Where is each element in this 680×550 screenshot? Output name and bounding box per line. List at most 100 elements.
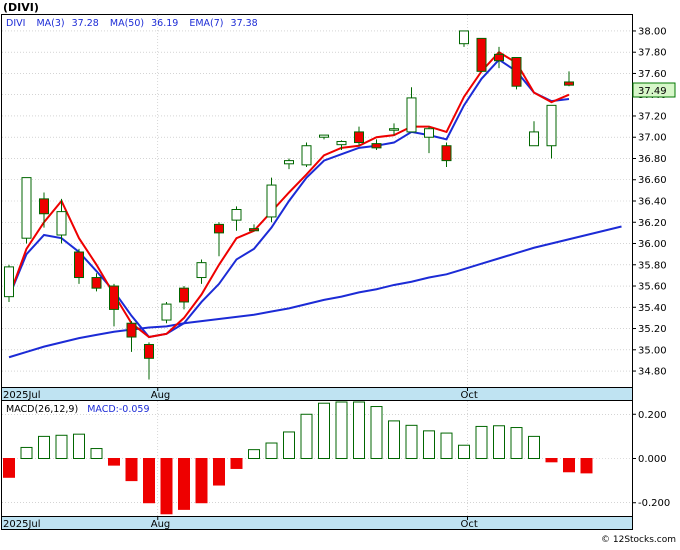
macd-bars-layer (3, 401, 593, 515)
legend-ema7-label: EMA(7) (189, 18, 223, 29)
macd-bar-negative (125, 458, 138, 482)
price-y-tick-label: 37.60 (638, 69, 667, 80)
macd-bar-positive (405, 424, 418, 460)
price-y-axis: 34.80 35.00 35.20 35.40 35.60 35.80 36.00 36.20… (632, 26, 667, 378)
macd-bar-positive (20, 446, 33, 460)
macd-bar-positive (475, 425, 488, 459)
macd-bar-negative (178, 458, 190, 510)
candle (196, 259, 207, 284)
candle (441, 142, 452, 167)
candle (511, 57, 522, 90)
candle-body-up (336, 140, 347, 146)
candle-body-up (56, 211, 67, 236)
macd-bar-positive (370, 406, 383, 459)
candle (476, 37, 487, 72)
macd-legend: MACD(26,12,9) MACD:-0.059 (6, 404, 150, 415)
macd-bar-positive (335, 401, 348, 459)
candle-body-down (441, 145, 452, 162)
candle-body-down (494, 53, 504, 62)
candle (336, 140, 347, 150)
macd-bar-positive (73, 433, 85, 459)
macd-bar-negative (195, 458, 208, 504)
last-price-label: 37.49 (638, 86, 667, 97)
candle-body-down (214, 223, 224, 234)
price-y-tick-label: 35.80 (638, 260, 667, 271)
candle (144, 342, 154, 380)
candle-body-up (284, 160, 294, 165)
candle-body-down (179, 287, 189, 303)
month-label: Aug (151, 390, 171, 401)
candle (371, 139, 382, 150)
macd-bar-negative (213, 458, 225, 486)
candle-body-down (74, 251, 84, 279)
candle (74, 248, 84, 284)
macd-bar-negative (143, 458, 155, 504)
candle (354, 126, 364, 146)
macd-x-axis-bar (1, 516, 633, 530)
macd-x-axis-labels: 2025Jul Aug Oct (3, 517, 478, 530)
month-label: Oct (461, 519, 478, 530)
price-legend: DIVI MA(3) 37.28 MA(50) 36.19 EMA(7) 37.… (6, 18, 258, 29)
macd-params-label: MACD(26,12,9) (6, 404, 78, 415)
ema7-line (8, 58, 570, 339)
legend-symbol: DIVI (6, 18, 25, 29)
candles-layer (4, 30, 574, 380)
macd-bar-positive (248, 449, 260, 459)
price-y-tick-label: 38.00 (638, 26, 667, 37)
candle-body-up (231, 209, 242, 221)
candle-body-down (144, 343, 154, 359)
macd-y-tick-label: -0.200 (638, 498, 670, 509)
candle (126, 321, 137, 352)
ema7-line-layer (8, 58, 570, 339)
month-label: 2025Jul (3, 519, 41, 530)
candle-body-down (91, 277, 102, 289)
candle (231, 206, 242, 231)
ma50-line-layer (8, 225, 622, 359)
legend-ma3-label: MA(3) (36, 18, 64, 29)
candle (406, 87, 417, 133)
candle (546, 104, 557, 159)
legend-ma3-value: 37.28 (72, 18, 99, 29)
candle (494, 46, 504, 69)
ma50-line (8, 225, 622, 359)
candle (4, 264, 14, 302)
candle (424, 126, 434, 154)
candle (91, 273, 102, 292)
candle-body-down (39, 198, 49, 215)
price-y-tick-label: 36.80 (638, 154, 667, 165)
macd-bar-positive (353, 401, 365, 459)
candle-body-up (266, 184, 277, 218)
macd-bar-positive (388, 420, 400, 459)
ticker-title: (DIVI) (3, 1, 39, 14)
candle (284, 158, 294, 170)
macd-bar-positive (423, 430, 435, 460)
candle (564, 71, 574, 87)
macd-bar-negative (108, 458, 120, 466)
month-label: Aug (151, 519, 171, 530)
candle-body-up (459, 30, 469, 45)
month-label: Oct (461, 390, 478, 401)
macd-bar-negative (160, 458, 173, 515)
candle (319, 134, 329, 140)
price-y-tick-label: 36.60 (638, 175, 667, 186)
candle-body-up (301, 145, 312, 166)
candle-body-up (196, 262, 207, 279)
candle (301, 142, 312, 167)
macd-bar-positive (318, 402, 330, 460)
price-y-tick-label: 35.20 (638, 324, 667, 335)
candle-body-down (249, 228, 259, 232)
candle (109, 283, 119, 327)
macd-bar-negative (580, 458, 593, 474)
macd-bar-positive (528, 435, 540, 459)
candle (21, 177, 32, 244)
price-y-tick-label: 36.20 (638, 218, 667, 229)
candle-body-up (389, 128, 399, 131)
price-y-tick-label: 37.00 (638, 133, 667, 144)
candle (266, 177, 277, 223)
month-label: 2025Jul (3, 390, 41, 401)
price-y-tick-label: 35.00 (638, 345, 667, 356)
macd-bar-negative (230, 458, 243, 469)
macd-y-tick-label: 0.000 (638, 454, 667, 465)
